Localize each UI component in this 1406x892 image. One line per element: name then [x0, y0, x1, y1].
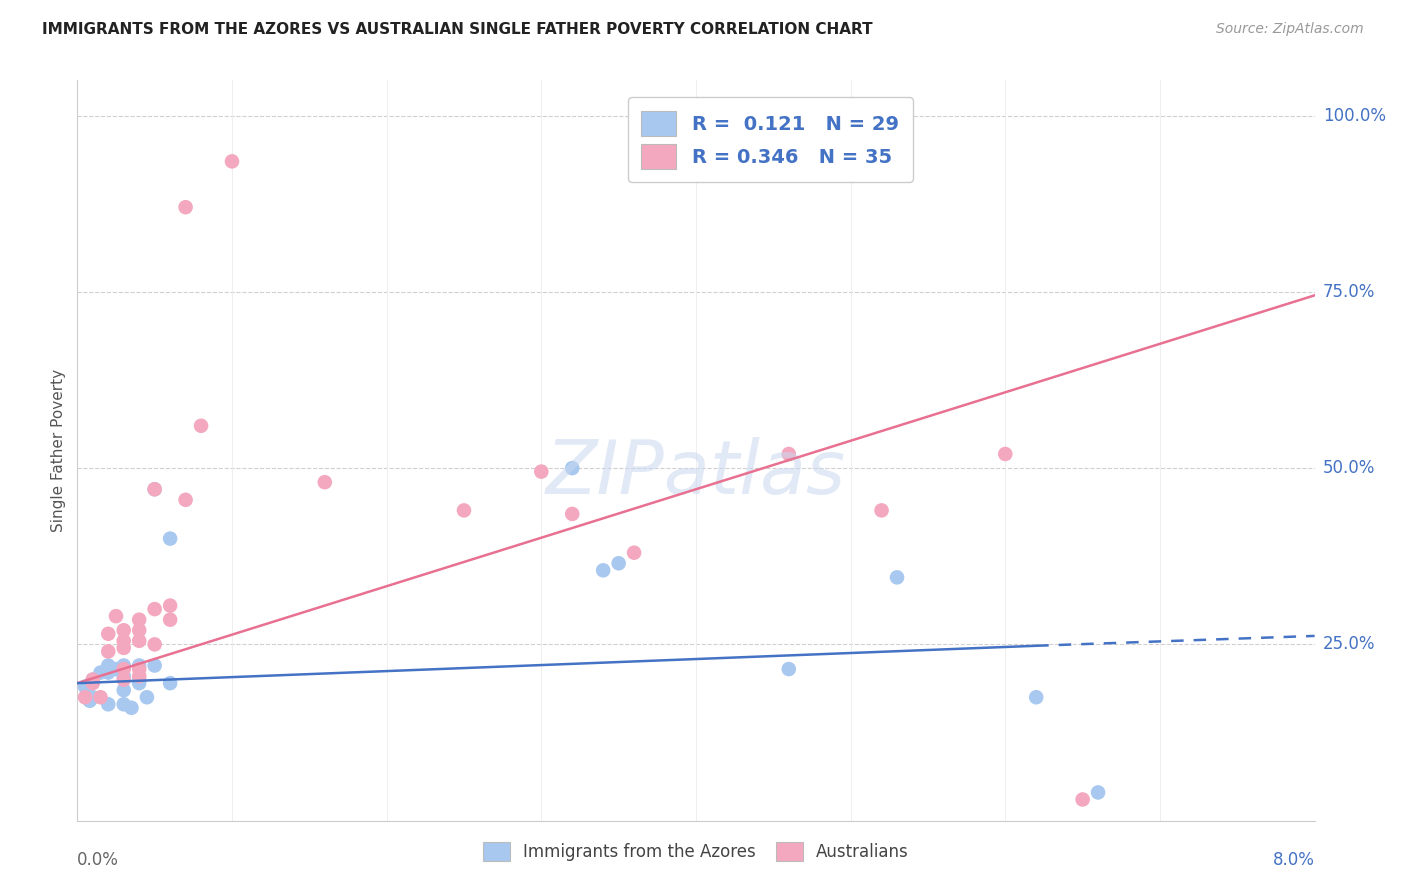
Point	[994, 447, 1017, 461]
Point	[159, 532, 181, 546]
Point	[82, 676, 104, 690]
Point	[561, 461, 583, 475]
Point	[112, 640, 135, 655]
Point	[112, 669, 135, 683]
Legend: Immigrants from the Azores, Australians: Immigrants from the Azores, Australians	[477, 835, 915, 868]
Point	[105, 609, 127, 624]
Point	[75, 680, 96, 694]
Text: Source: ZipAtlas.com: Source: ZipAtlas.com	[1216, 22, 1364, 37]
Point	[136, 690, 159, 705]
Point	[128, 658, 150, 673]
Point	[121, 701, 143, 715]
Point	[1087, 785, 1109, 799]
Text: 75.0%: 75.0%	[1323, 283, 1375, 301]
Point	[128, 613, 150, 627]
Y-axis label: Single Father Poverty: Single Father Poverty	[51, 369, 66, 532]
Point	[592, 563, 614, 577]
Point	[174, 492, 197, 507]
Point	[112, 624, 135, 638]
Point	[112, 662, 135, 676]
Point	[112, 633, 135, 648]
Point	[105, 662, 127, 676]
Point	[128, 676, 150, 690]
Point	[561, 507, 583, 521]
Point	[97, 698, 120, 712]
Point	[97, 665, 120, 680]
Point	[90, 665, 111, 680]
Point	[128, 669, 150, 683]
Point	[190, 418, 212, 433]
Point	[159, 599, 181, 613]
Point	[112, 658, 135, 673]
Text: ZIPatlas: ZIPatlas	[546, 437, 846, 508]
Point	[128, 633, 150, 648]
Text: 50.0%: 50.0%	[1323, 459, 1375, 477]
Point	[90, 690, 111, 705]
Point	[97, 658, 120, 673]
Point	[112, 673, 135, 687]
Point	[82, 673, 104, 687]
Point	[143, 482, 166, 496]
Point	[623, 546, 645, 560]
Point	[886, 570, 908, 584]
Point	[143, 658, 166, 673]
Point	[159, 676, 181, 690]
Point	[530, 465, 553, 479]
Point	[97, 644, 120, 658]
Point	[221, 154, 243, 169]
Text: IMMIGRANTS FROM THE AZORES VS AUSTRALIAN SINGLE FATHER POVERTY CORRELATION CHART: IMMIGRANTS FROM THE AZORES VS AUSTRALIAN…	[42, 22, 873, 37]
Point	[82, 673, 104, 687]
Point	[143, 602, 166, 616]
Point	[79, 694, 101, 708]
Point	[314, 475, 336, 490]
Point	[75, 690, 96, 705]
Point	[778, 447, 800, 461]
Point	[778, 662, 800, 676]
Point	[128, 624, 150, 638]
Point	[1025, 690, 1047, 705]
Point	[82, 690, 104, 705]
Point	[112, 698, 135, 712]
Point	[870, 503, 893, 517]
Text: 0.0%: 0.0%	[77, 851, 120, 869]
Point	[128, 662, 150, 676]
Point	[128, 673, 150, 687]
Text: 100.0%: 100.0%	[1323, 106, 1386, 125]
Point	[97, 627, 120, 641]
Point	[112, 683, 135, 698]
Point	[1071, 792, 1094, 806]
Point	[453, 503, 475, 517]
Point	[174, 200, 197, 214]
Point	[159, 613, 181, 627]
Text: 8.0%: 8.0%	[1272, 851, 1315, 869]
Point	[143, 482, 166, 496]
Point	[143, 637, 166, 651]
Text: 25.0%: 25.0%	[1323, 635, 1375, 653]
Point	[607, 556, 630, 570]
